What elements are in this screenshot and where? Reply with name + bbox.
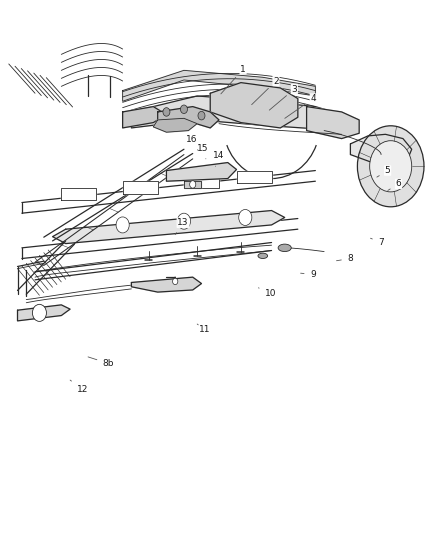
Circle shape — [116, 217, 129, 233]
Polygon shape — [123, 70, 315, 101]
Polygon shape — [158, 107, 219, 128]
Circle shape — [177, 213, 191, 229]
Polygon shape — [123, 181, 158, 194]
Circle shape — [163, 108, 170, 116]
Circle shape — [370, 141, 412, 192]
Text: 13: 13 — [175, 219, 189, 235]
Polygon shape — [166, 163, 237, 181]
Text: 3: 3 — [269, 85, 297, 110]
Polygon shape — [131, 96, 342, 131]
Polygon shape — [350, 134, 412, 163]
Text: 1: 1 — [221, 65, 246, 94]
Ellipse shape — [258, 253, 268, 259]
Text: 14: 14 — [213, 151, 225, 166]
Circle shape — [198, 111, 205, 120]
Text: 16: 16 — [186, 135, 198, 150]
Text: 7: 7 — [371, 238, 384, 247]
Polygon shape — [153, 118, 197, 132]
Polygon shape — [53, 211, 285, 244]
Text: 6: 6 — [388, 180, 402, 190]
Polygon shape — [184, 175, 219, 188]
Circle shape — [357, 126, 424, 207]
Polygon shape — [123, 107, 166, 128]
Polygon shape — [131, 277, 201, 292]
Ellipse shape — [278, 244, 291, 252]
Polygon shape — [237, 171, 272, 183]
Text: 10: 10 — [258, 288, 276, 297]
Text: 15: 15 — [197, 144, 208, 159]
Text: 4: 4 — [285, 94, 316, 118]
Polygon shape — [184, 181, 201, 188]
Circle shape — [173, 278, 178, 285]
Polygon shape — [61, 188, 96, 200]
Text: 9: 9 — [300, 270, 316, 279]
Text: 11: 11 — [197, 324, 211, 334]
Circle shape — [32, 304, 46, 321]
Circle shape — [239, 209, 252, 225]
Polygon shape — [307, 107, 359, 139]
Circle shape — [180, 105, 187, 114]
Text: 12: 12 — [70, 380, 88, 393]
Text: 5: 5 — [377, 166, 391, 177]
Text: 8b: 8b — [88, 357, 114, 368]
Polygon shape — [210, 83, 298, 128]
Circle shape — [190, 181, 196, 188]
Polygon shape — [18, 305, 70, 321]
Text: 2: 2 — [252, 77, 279, 104]
Text: 8: 8 — [336, 254, 353, 263]
